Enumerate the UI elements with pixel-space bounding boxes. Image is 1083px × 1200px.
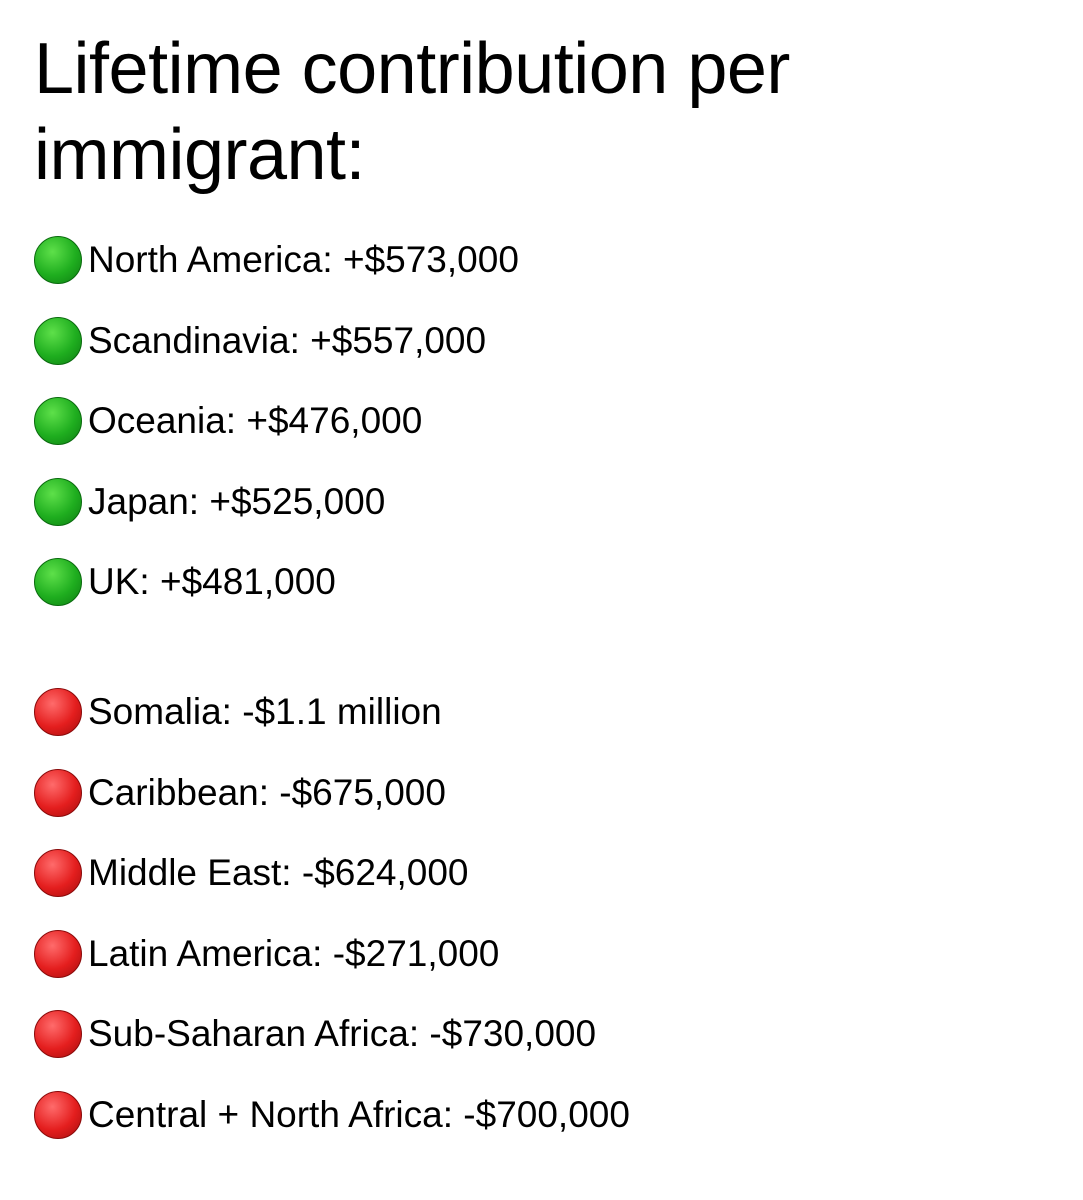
list-item: Latin America: -$271,000: [34, 928, 630, 1009]
green-circle-icon: [34, 558, 82, 607]
red-circle-icon: [34, 687, 82, 736]
contribution-list: North America: +$573,000 Scandinavia: +$…: [34, 234, 630, 1170]
item-label: Sub-Saharan Africa: -$730,000: [88, 1013, 597, 1055]
list-item: UK: +$481,000: [34, 556, 630, 637]
item-label: Japan: +$525,000: [88, 480, 386, 522]
item-label: UK: +$481,000: [88, 561, 336, 603]
item-label: Middle East: -$624,000: [88, 852, 469, 894]
item-label: Oceania: +$476,000: [88, 400, 423, 442]
red-circle-icon: [34, 1010, 82, 1059]
item-label: Caribbean: -$675,000: [88, 771, 446, 813]
red-circle-icon: [34, 1090, 82, 1139]
list-item: Oceania: +$476,000: [34, 395, 630, 476]
list-item: North America: +$573,000: [34, 234, 630, 315]
red-circle-icon: [34, 849, 82, 898]
list-item: Somalia: -$1.1 million: [34, 686, 630, 767]
item-label: Central + North Africa: -$700,000: [88, 1093, 630, 1135]
list-item: Scandinavia: +$557,000: [34, 315, 630, 396]
item-label: Latin America: -$271,000: [88, 932, 500, 974]
list-item: Central + North Africa: -$700,000: [34, 1089, 630, 1170]
page-title: Lifetime contribution per immigrant:: [34, 29, 790, 195]
item-label: North America: +$573,000: [88, 239, 519, 280]
green-circle-icon: [34, 397, 82, 446]
list-item: Sub-Saharan Africa: -$730,000: [34, 1008, 630, 1089]
list-item: Japan: +$525,000: [34, 476, 630, 557]
list-item: Middle East: -$624,000: [34, 847, 630, 928]
item-label: Somalia: -$1.1 million: [88, 690, 442, 732]
green-circle-icon: [34, 236, 82, 284]
red-circle-icon: [34, 929, 82, 978]
item-label: Scandinavia: +$557,000: [88, 319, 487, 361]
list-item: Caribbean: -$675,000: [34, 767, 630, 848]
green-circle-icon: [34, 477, 82, 526]
red-circle-icon: [34, 768, 82, 817]
green-circle-icon: [34, 316, 82, 365]
